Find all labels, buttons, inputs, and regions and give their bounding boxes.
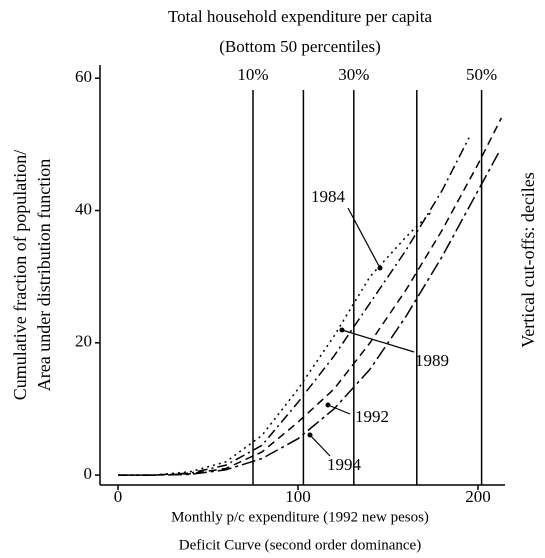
annotation-head <box>307 432 313 438</box>
y-tick-label: 60 <box>75 67 92 86</box>
right-axis-label: Vertical cut-offs: deciles <box>518 172 538 348</box>
chart-title: Total household expenditure per capita <box>168 7 433 26</box>
caption: Deficit Curve (second order dominance) <box>179 537 421 553</box>
x-axis-label: Monthly p/c expenditure (1992 new pesos) <box>171 509 429 525</box>
x-tick-label: 0 <box>114 487 123 506</box>
annotation-arrow <box>327 404 351 415</box>
x-tick-label: 100 <box>285 487 311 506</box>
series-label: 1984 <box>311 187 346 206</box>
series-line <box>118 117 503 476</box>
y-tick-label: 0 <box>84 464 93 483</box>
y-tick-label: 40 <box>75 199 92 218</box>
chart-subtitle: (Bottom 50 percentiles) <box>219 37 380 56</box>
series-line <box>118 137 470 476</box>
annotation-arrow <box>341 329 415 353</box>
annotation-arrow <box>309 434 331 457</box>
annotation-head <box>377 265 383 271</box>
cutoff-label: 10% <box>237 65 268 84</box>
annotation-head <box>339 327 345 333</box>
y-tick-label: 20 <box>75 332 92 351</box>
cutoff-label: 50% <box>466 65 497 84</box>
series-line <box>118 150 501 476</box>
series-label: 1994 <box>327 455 362 474</box>
cutoff-label: 30% <box>338 65 369 84</box>
series-label: 1989 <box>415 351 449 370</box>
annotation-arrow <box>347 207 381 269</box>
x-tick-label: 200 <box>465 487 491 506</box>
y-axis-label: Cumulative fraction of population/ <box>10 150 30 400</box>
annotation-head <box>325 402 331 408</box>
series-label: 1992 <box>355 407 389 426</box>
y-axis-label: Area under distribution function <box>34 159 54 391</box>
